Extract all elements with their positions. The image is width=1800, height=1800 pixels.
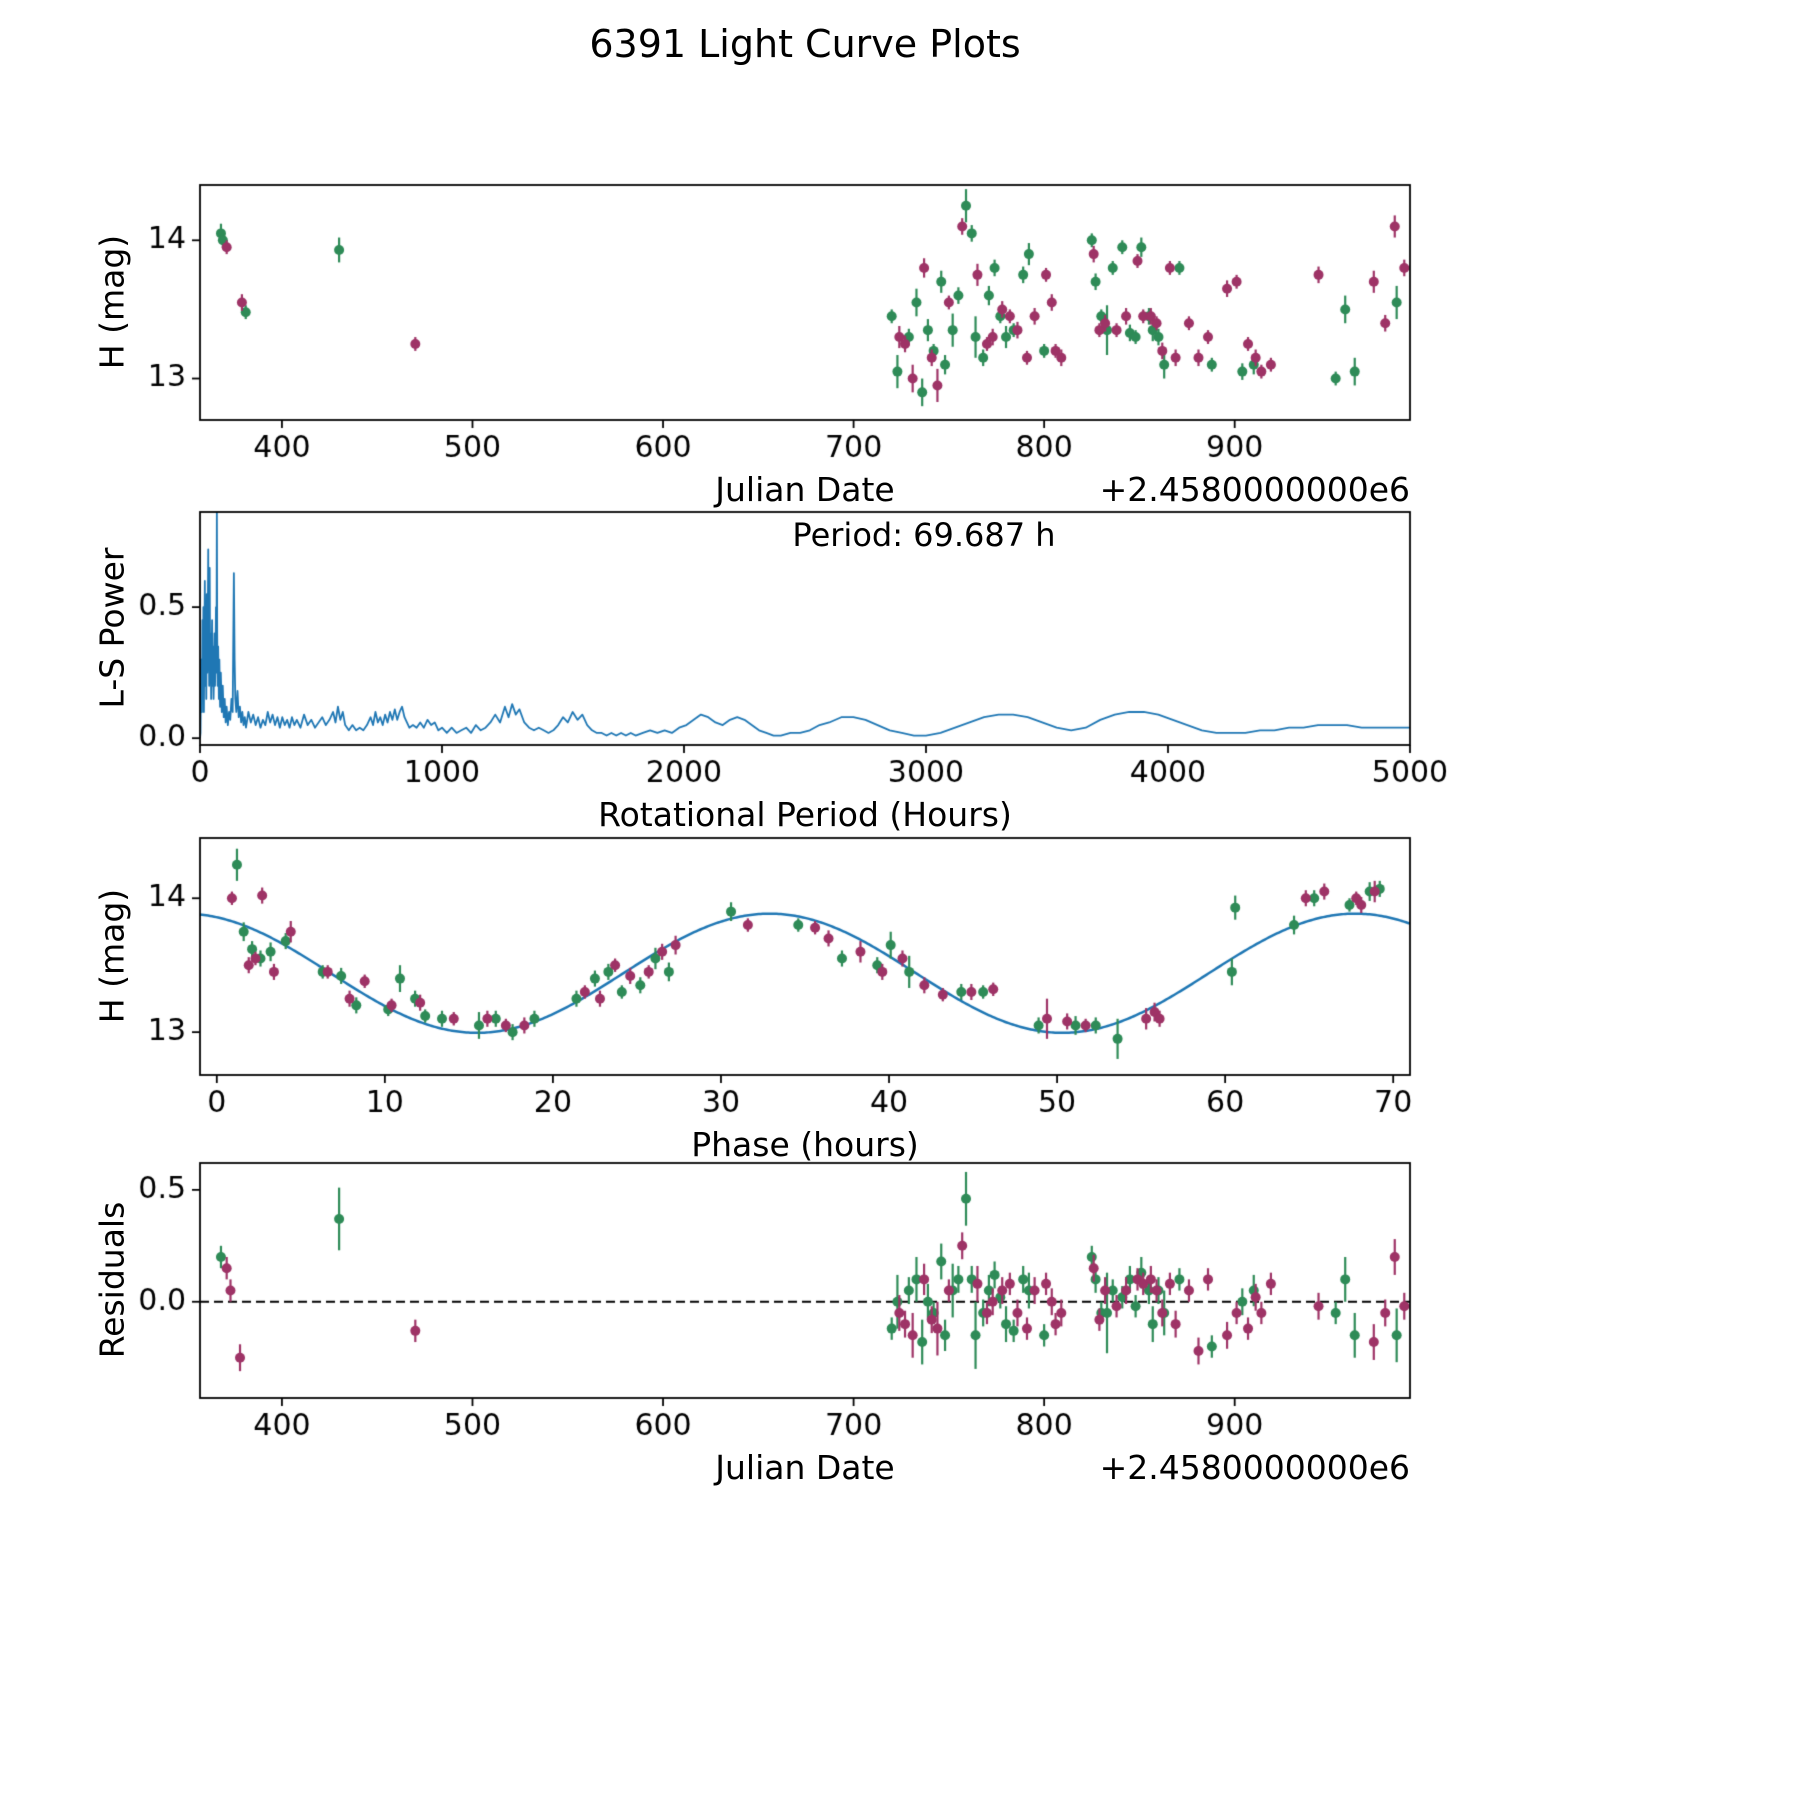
plot4-x-axis-label: Julian Date	[715, 1448, 895, 1487]
figure-title: 6391 Light Curve Plots	[589, 22, 1021, 66]
plot1-y-axis-label: H (mag)	[92, 234, 132, 370]
plot4-x-offset-label: +2.4580000000e6	[1099, 1448, 1410, 1487]
plot3-x-axis-label: Phase (hours)	[691, 1125, 919, 1164]
plot2-x-axis-label: Rotational Period (Hours)	[598, 795, 1012, 834]
plot4-y-axis-label: Residuals	[92, 1201, 132, 1359]
plot1-x-axis-label: Julian Date	[715, 470, 895, 509]
plot3-y-axis-label: H (mag)	[92, 888, 132, 1024]
plot1-x-offset-label: +2.4580000000e6	[1099, 470, 1410, 509]
plot2-y-axis-label: L-S Power	[92, 547, 132, 709]
period-annotation: Period: 69.687 h	[792, 516, 1056, 554]
